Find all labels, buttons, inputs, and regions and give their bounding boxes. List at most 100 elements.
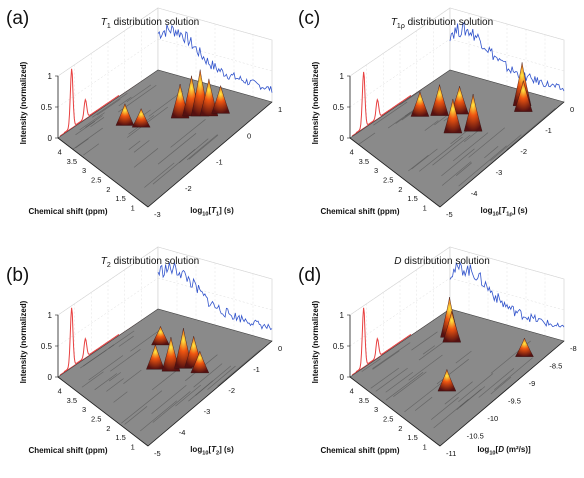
surface-ridge [484,146,499,159]
x-axis-label: Chemical shift (ppm) [28,207,107,216]
z-tick-label: 0 [247,131,251,140]
z-axis-line [147,101,273,208]
surface-ridge [85,115,103,128]
y-axis-label: Intensity (normalized) [311,300,320,383]
surface-ridge [441,161,472,186]
surface-ridge [372,350,400,370]
surface-ridge [195,365,232,396]
wall-gridline [57,277,159,347]
x-tick-label: 2 [398,185,402,194]
surface-ridge [370,367,400,389]
chart-title: T1ρ distribution solution [391,17,493,30]
chart-title: D distribution solution [394,256,490,267]
surface-ridge [88,355,124,381]
x-tick-label: 3 [82,405,86,414]
x-axis-label: Chemical shift (ppm) [320,207,399,216]
surface-ridge [419,136,463,172]
surface-peak [437,368,457,392]
surface-ridge [130,329,161,352]
x-tick-label: 1 [423,442,427,451]
surface-ridge [128,140,141,150]
x-axis-label: Chemical shift (ppm) [28,446,107,455]
panel-label: (b) [6,265,30,286]
surface-ridge [456,386,486,410]
surface-ridge [418,340,446,361]
x-tick-label: 3.5 [67,396,77,405]
surface-ridge [151,369,179,391]
surface-ridge [113,391,128,403]
distribution-projection [449,261,565,328]
surface-ridge [193,363,223,388]
z-tick-label: -4 [471,189,478,198]
z-tick-label: -10 [487,414,498,423]
panel-label: (d) [298,265,322,286]
x-tick-label: 3.5 [359,396,369,405]
surface-ridge [430,397,459,420]
surface-ridge [133,140,150,153]
x-tick-label: 1.5 [115,194,125,203]
surface-ridge [75,121,96,136]
panel-c: (c) T1ρ distribution solution 0 0.5 1 Intens… [292,0,584,239]
x-tick-label: 2.5 [383,414,393,423]
surface-peak [146,343,165,370]
z-tick-label: -11 [446,449,456,458]
wall-gridline [349,277,451,347]
surface-ridge [458,145,507,187]
surface-plot: D distribution solution 0 0.5 1 Intensity (n… [311,246,577,458]
surface-ridge [92,92,128,118]
x-tick-label: 1.5 [407,194,417,203]
surface-peak [410,90,430,117]
z-axis-label: log10[D (m²/s)] [477,445,531,456]
surface-ridge [110,349,141,372]
surface-ridge [186,134,218,161]
x-tick-label: 3 [82,166,86,175]
z-tick-label: -9.5 [508,397,521,406]
z-tick-label: -1 [253,365,260,374]
chart-title: T1 distribution solution [101,17,199,30]
y-tick-label: 0.5 [333,342,345,351]
z-axis-label: log10[T2] (s) [190,445,234,456]
z-tick-label: -8 [570,344,577,353]
z-axis-label: log10[T1ρ] (s) [480,206,527,217]
surface-ridge [490,376,512,395]
spectrum-projection [355,71,412,134]
x-tick-label: 2.5 [383,175,393,184]
surface-ridge [385,372,424,401]
surface-ridge [118,335,134,347]
spectrum-projection [63,307,120,373]
z-tick-label: 0 [570,105,574,114]
surface-ridge [404,382,443,413]
x-tick-label: 1 [131,442,135,451]
surface-ridge [506,107,556,150]
surface-ridge [444,381,473,405]
surface-ridge [414,396,433,411]
surface-ridge [434,114,448,126]
x-tick-label: 3.5 [67,157,77,166]
surface-ridge [468,127,505,158]
surface-ridge [422,345,436,355]
surface-ridge [148,90,184,117]
y-axis-label: Intensity (normalized) [19,300,28,383]
surface-plot: T1 distribution solution 0 0.5 1 Intensity (… [19,7,282,219]
surface-ridge [385,371,414,393]
surface-peak [430,84,449,116]
surface-ridge [424,120,439,131]
x-tick-label: 3.5 [359,157,369,166]
panel-label: (a) [6,8,30,29]
panel-label: (c) [298,8,321,29]
x-tick-label: 1 [131,203,135,212]
surface-ridge [79,112,105,131]
spectrum-projection [355,307,412,373]
surface-ridge [152,148,196,185]
x-axis-line [349,376,441,447]
x-axis-line [57,376,149,447]
surface-peak [211,85,230,114]
surface-ridge [399,89,422,106]
surface-ridge [72,127,103,150]
panel-b: (b) T2 distribution solution 0 0.5 1 Intensi… [0,239,292,478]
x-tick-label: 4 [58,386,62,395]
surface-peak [115,103,135,126]
x-tick-label: 2 [106,185,110,194]
surface-ridge [375,367,408,392]
chart-title: T2 distribution solution [101,256,199,269]
